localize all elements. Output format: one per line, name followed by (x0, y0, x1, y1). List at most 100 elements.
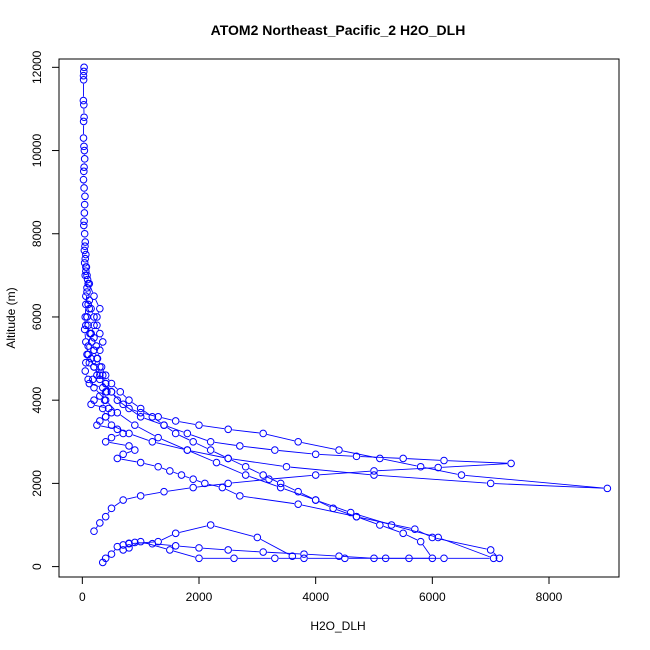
data-point (83, 313, 91, 321)
data-point (96, 329, 104, 338)
data-point (116, 388, 125, 396)
series-line-segment (422, 544, 431, 556)
data-point (171, 529, 180, 538)
series-line-segment (360, 456, 400, 459)
data-point (206, 521, 215, 529)
data-point (489, 554, 498, 563)
series-line-segment (107, 511, 110, 514)
data-point (79, 117, 88, 126)
data-point (166, 546, 174, 554)
data-point (113, 454, 122, 463)
data-point (98, 371, 107, 380)
data-point (236, 492, 244, 500)
series-line-segment (319, 470, 371, 476)
data-point (224, 425, 232, 434)
series-line-segment (360, 517, 377, 525)
series-0 (79, 63, 504, 563)
data-point (276, 479, 285, 488)
plot-layer (79, 63, 612, 567)
data-point (119, 429, 127, 438)
series-line-segment (307, 553, 336, 557)
x-axis: 0 2000 4000 6000 8000 (79, 576, 563, 604)
series-line-segment (232, 549, 260, 553)
data-point (90, 346, 98, 355)
data-point (399, 529, 407, 538)
series-line-segment (395, 525, 435, 537)
data-point (107, 504, 116, 513)
series-line-segment (232, 458, 283, 467)
data-point (98, 558, 107, 567)
data-point (125, 404, 133, 413)
data-point (294, 487, 302, 496)
series-line-segment (342, 450, 377, 459)
data-point (84, 350, 92, 359)
data-point (90, 363, 98, 371)
data-point (212, 458, 221, 467)
series-line-segment (377, 474, 487, 484)
series-line-segment (301, 493, 313, 499)
series-line-segment (144, 463, 155, 467)
data-point (428, 554, 437, 563)
series-line-segment (202, 547, 225, 551)
data-point (131, 538, 139, 547)
data-point (96, 304, 104, 313)
data-point (131, 421, 139, 429)
data-point (107, 379, 116, 388)
data-point (80, 209, 89, 217)
data-point (177, 471, 186, 479)
series-line-segment (267, 551, 301, 555)
data-point (236, 442, 244, 450)
series-line-segment (155, 418, 162, 424)
data-point (329, 504, 337, 513)
data-point (80, 63, 88, 72)
data-point (93, 313, 101, 321)
y-tick-label: 0 (30, 563, 44, 570)
data-point (83, 288, 91, 296)
series-line-segment (102, 381, 110, 390)
data-point (81, 367, 90, 375)
data-point (416, 537, 425, 546)
plot-frame (58, 58, 620, 578)
data-point (80, 246, 89, 255)
series-line-segment (90, 287, 94, 293)
series-line-segment (126, 496, 137, 500)
data-point (79, 67, 88, 76)
data-point (81, 192, 89, 201)
data-point (195, 554, 203, 563)
series-line-segment (167, 426, 184, 433)
series-line-segment (156, 543, 172, 546)
series-line-segment (89, 357, 93, 364)
series-line-segment (301, 442, 336, 450)
series-line-segment (102, 370, 105, 372)
data-point (154, 433, 162, 442)
series-line-segment (93, 384, 100, 387)
data-point (183, 429, 192, 438)
data-point (80, 184, 88, 192)
series-line-segment (179, 434, 190, 441)
series-line-segment (272, 474, 312, 480)
data-point (376, 521, 384, 529)
series-line-segment (114, 385, 118, 390)
data-point (160, 487, 168, 496)
series-line-segment (319, 501, 330, 508)
data-point (87, 304, 95, 313)
series-line-segment (166, 427, 173, 432)
y-tick-label: 8000 (30, 220, 44, 247)
series-line-segment (98, 361, 101, 364)
series-line-segment (138, 426, 155, 437)
data-point (241, 471, 250, 479)
x-tick-label: 4000 (302, 590, 329, 604)
data-point (80, 155, 89, 163)
data-point (79, 76, 88, 84)
data-point (411, 525, 419, 533)
data-point (259, 548, 267, 556)
x-tick-label: 6000 (419, 590, 446, 604)
data-point (83, 275, 92, 284)
series-line-segment (249, 475, 278, 487)
data-point (457, 471, 466, 479)
series-line-segment (493, 552, 497, 556)
data-point (86, 329, 94, 338)
data-point (97, 363, 106, 371)
y-tick-label: 2000 (30, 470, 44, 497)
